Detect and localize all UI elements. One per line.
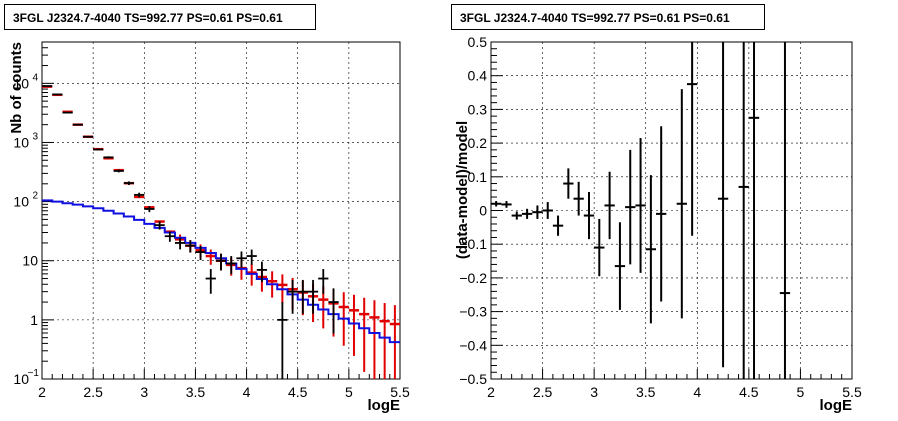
x-tick-label: 5: [797, 384, 805, 400]
y-axis-title: Nb of counts: [8, 42, 25, 134]
x-tick-label: 4.5: [739, 384, 759, 400]
residuals-panel: 2 2.5 3 3.5 4 4.5 5 5.5 −0.5 −0.4 −0.3 −0.2 −0.1 0 0.1…: [454, 34, 862, 414]
x-tick-label: 4: [243, 384, 251, 400]
y-tick-label-exponent: −1: [28, 368, 40, 379]
y-tick-label: 10: [22, 253, 38, 269]
x-tick-label: 2: [487, 384, 495, 400]
x-tick-label: 2: [38, 384, 46, 400]
y-tick-label: −0.3: [459, 304, 487, 320]
y-tick-label-exponent: 2: [32, 191, 38, 202]
x-tick-label: 2.5: [533, 384, 553, 400]
y-tick-label: 10: [13, 75, 29, 91]
x-tick-label: 3.5: [636, 384, 656, 400]
x-tick-label: 2.5: [83, 384, 103, 400]
y-tick-label: 0.1: [468, 169, 488, 185]
y-tick-label: 10: [13, 194, 29, 210]
x-tick-label: 4.5: [288, 384, 308, 400]
y-tick-label: 0.4: [468, 68, 488, 84]
y-tick-label: 0.2: [468, 135, 488, 151]
x-axis-title: logE: [820, 397, 853, 414]
y-axis-title: (data-model)/model: [454, 121, 471, 259]
x-tick-label: 4: [693, 384, 701, 400]
right-plot-title: 3FGL J2324.7-4040 TS=992.77 PS=0.61 PS=0…: [451, 4, 765, 30]
x-tick-label: 5.5: [390, 384, 410, 400]
y-tick-label: 0.5: [468, 34, 488, 50]
y-tick-label: −0.1: [459, 236, 487, 252]
y-tick-label: 10: [13, 134, 29, 150]
y-tick-label: 1: [30, 312, 38, 328]
y-tick-label: 0.3: [468, 101, 488, 117]
y-tick-label-exponent: 4: [32, 72, 38, 83]
x-tick-label: 3: [140, 384, 148, 400]
y-tick-label: 0: [479, 203, 487, 219]
y-tick-label: −0.2: [459, 270, 487, 286]
x-axis-title: logE: [368, 397, 401, 414]
y-tick-label: −0.4: [459, 337, 487, 353]
x-tick-label: 5.5: [842, 384, 862, 400]
left-plot-title: 3FGL J2324.7-4040 TS=992.77 PS=0.61 PS=0…: [4, 4, 316, 30]
x-tick-label: 3.5: [186, 384, 206, 400]
y-tick-label: −0.5: [459, 371, 487, 387]
y-tick-label-exponent: 3: [32, 131, 38, 142]
y-tick-label: 10: [13, 371, 29, 387]
x-tick-label: 3: [590, 384, 598, 400]
source-model-line: [42, 199, 400, 344]
plot-frame: [41, 41, 401, 380]
x-tick-label: 5: [345, 384, 353, 400]
